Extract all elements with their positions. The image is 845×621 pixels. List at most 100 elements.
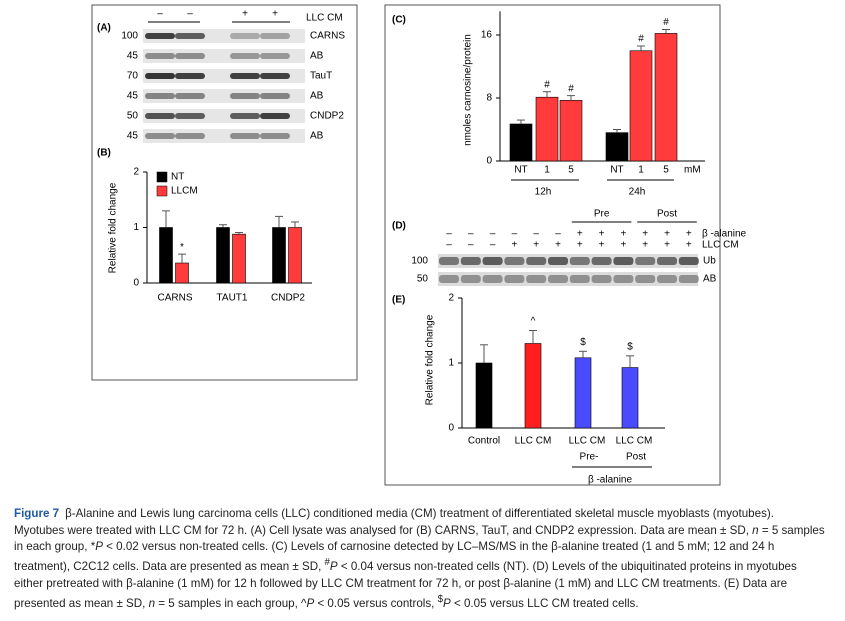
y-tick-label: 1: [448, 358, 454, 369]
blot-band: [145, 93, 175, 99]
bar: [524, 343, 542, 429]
lane-sign: +: [620, 229, 626, 240]
caption-segment: P: [95, 540, 103, 553]
lane-sign: –: [468, 229, 474, 240]
blot-strip: [143, 109, 305, 123]
treatment-label: LLC CM: [306, 13, 343, 24]
blot-band: [230, 93, 260, 99]
blot-strip: [143, 49, 305, 63]
blot-band: [145, 113, 175, 119]
legend-swatch: [156, 185, 168, 197]
blot-band: [175, 113, 205, 119]
blot-band: [260, 33, 290, 39]
blot-band: [230, 113, 260, 119]
blot-band: [635, 275, 656, 283]
y-tick-label: 2: [448, 293, 454, 304]
panel-label: (B): [97, 148, 111, 159]
bar: [475, 362, 493, 429]
blot-band: [460, 275, 481, 283]
caption-segment: P: [306, 597, 315, 611]
significance: *: [180, 242, 184, 253]
x-tick-label: LLC CM: [569, 436, 606, 447]
lane-sign: +: [664, 240, 670, 251]
protein-label: CNDP2: [310, 111, 344, 122]
protein-label: Ub: [703, 256, 716, 267]
bar: [605, 132, 629, 162]
blot-band: [175, 133, 205, 139]
blot-band: [460, 257, 481, 265]
lane-sign: +: [533, 240, 539, 251]
y-tick-label: 1: [133, 222, 139, 233]
protein-label: AB: [310, 131, 324, 142]
panel-label: (A): [97, 23, 111, 34]
x-tick-label: Control: [468, 436, 500, 447]
blot-band: [526, 257, 547, 265]
blot-strip: [143, 89, 305, 103]
caption-segment: P: [329, 560, 338, 574]
group-label: β -alanine: [588, 475, 633, 486]
blot-band: [548, 257, 568, 265]
protein-label: AB: [703, 274, 717, 285]
significance: #: [568, 83, 574, 94]
blot-band: [526, 275, 547, 283]
bar: [559, 100, 583, 162]
panel-label: (D): [392, 221, 406, 232]
group-label: Pre: [594, 209, 610, 220]
blot-band: [439, 257, 459, 265]
legend-label: LLCM: [171, 186, 198, 197]
lane-sign: –: [533, 229, 539, 240]
bar: [629, 50, 653, 162]
x-tick-label: NT: [610, 165, 623, 176]
lane-sign: +: [272, 9, 278, 20]
caption-segment: = 5 samples in each group, *: [14, 523, 825, 554]
mw-label: 50: [127, 111, 139, 122]
blot-band: [439, 275, 459, 283]
blot-band: [260, 113, 290, 119]
bar: [509, 123, 533, 162]
blot-band: [260, 93, 290, 99]
caption-segment: n: [752, 523, 759, 537]
group-label: Post: [657, 209, 677, 220]
blot-band: [145, 73, 175, 79]
lane-sign: –: [468, 240, 474, 251]
lane-sign: –: [555, 229, 561, 240]
bar: [232, 233, 246, 284]
blot-band: [230, 73, 260, 79]
panel-frame: [384, 4, 721, 486]
blot-band: [613, 257, 634, 265]
lane-sign: +: [599, 240, 605, 251]
mw-label: 45: [127, 51, 139, 62]
x-tick-label: 1: [544, 165, 550, 176]
lane-sign: +: [642, 240, 648, 251]
y-tick-label: 0: [486, 156, 492, 167]
blot-band: [260, 53, 290, 59]
panel-label: (E): [392, 295, 405, 306]
caption-segment: $: [437, 594, 443, 606]
blot-band: [591, 257, 612, 265]
lane-sign: +: [620, 240, 626, 251]
legend-swatch: [156, 171, 168, 183]
bar: [535, 96, 559, 162]
group-label: 24h: [629, 187, 646, 198]
panel-label: (C): [392, 15, 406, 26]
blot-band: [678, 257, 699, 265]
caption-label: Figure 7: [14, 507, 60, 520]
blot-band: [657, 257, 677, 265]
group-label: 12h: [535, 187, 552, 198]
mw-label: 45: [127, 91, 139, 102]
lane-sign: +: [599, 229, 605, 240]
bar: [175, 262, 189, 284]
treatment-label: β -alanine: [702, 229, 747, 240]
x-tick-label: 5: [663, 165, 669, 176]
blot-band: [504, 275, 525, 283]
bar: [574, 357, 592, 429]
blot-band: [230, 133, 260, 139]
caption-segment: β-Alanine and Lewis lung carcinoma cells…: [14, 507, 774, 537]
blot-band: [145, 33, 175, 39]
lane-sign: +: [577, 240, 583, 251]
lane-sign: –: [446, 229, 452, 240]
x-tick-label: LLC CM: [616, 436, 653, 447]
legend-label: NT: [171, 172, 184, 183]
